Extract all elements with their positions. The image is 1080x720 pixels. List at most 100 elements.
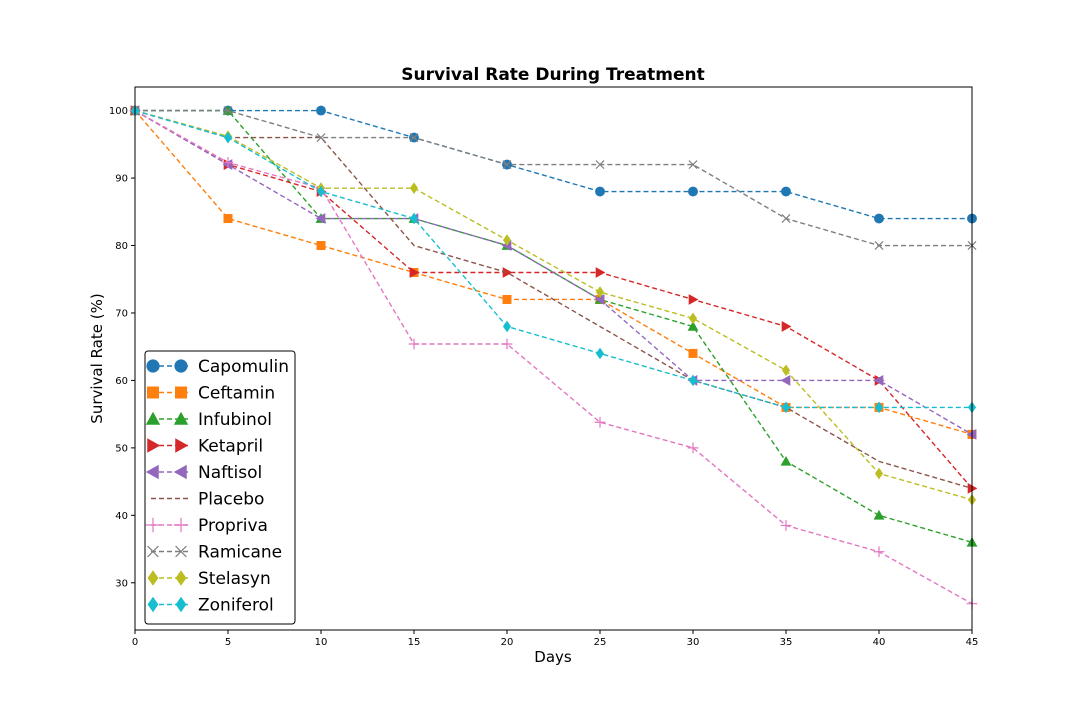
legend-marker-ramicane [175, 545, 187, 558]
legend-label-stelasyn: Stelasyn [198, 569, 271, 589]
x-axis-label: Days [534, 648, 572, 666]
chart-title: Survival Rate During Treatment [401, 65, 704, 85]
data-point-ceftamin [502, 294, 512, 304]
y-tick-label: 90 [115, 174, 128, 185]
data-point-propriva [222, 157, 234, 168]
legend-item-naftisol: Naftisol [145, 463, 262, 483]
data-point-ramicane [502, 160, 512, 170]
data-point-infubinol [873, 509, 885, 520]
series-line-infubinol [135, 109, 973, 543]
legend-marker-ketapril [147, 438, 161, 453]
data-point-capomulin [688, 186, 698, 197]
legend-marker-ketapril [175, 438, 189, 453]
y-axis-label: Survival Rate (%) [88, 293, 106, 423]
legend-item-stelasyn: Stelasyn [147, 569, 271, 589]
plot-frame [134, 86, 973, 631]
series-line-propriva [134, 109, 973, 605]
x-tick-label: 40 [873, 637, 886, 648]
legend-marker-stelasyn [147, 570, 159, 586]
data-point-zoniferol [316, 185, 326, 198]
data-point-naftisol [315, 213, 326, 224]
data-point-capomulin [595, 186, 605, 197]
legend-marker-naftisol [173, 464, 187, 480]
series-line-ramicane [135, 109, 972, 247]
data-point-zoniferol [781, 401, 791, 414]
legend-item-placebo: Placebo [151, 490, 264, 510]
legend-marker-zoniferol [147, 596, 159, 613]
x-tick-label: 30 [687, 637, 700, 648]
data-point-naftisol [873, 375, 884, 386]
data-point-ramicane [781, 214, 791, 224]
data-point-ceftamin [223, 214, 233, 224]
legend-marker-zoniferol [175, 596, 187, 613]
y-tick-label: 60 [115, 376, 128, 387]
legend-item-infubinol: Infubinol [145, 410, 272, 430]
x-tick-label: 35 [780, 637, 793, 648]
data-point-zoniferol [595, 347, 605, 360]
legend-marker-infubinol [145, 411, 161, 425]
data-point-stelasyn [409, 182, 419, 195]
data-point-zoniferol [409, 212, 419, 225]
y-tick-label: 70 [115, 308, 128, 319]
x-tick-label: 5 [225, 637, 231, 648]
data-point-ramicane [595, 160, 605, 170]
legend-item-ramicane: Ramicane [147, 543, 282, 563]
legend-item-ceftamin: Ceftamin [147, 384, 275, 404]
data-point-capomulin [316, 105, 326, 116]
series-line-placebo [134, 109, 973, 490]
data-point-ramicane [316, 133, 326, 143]
data-point-zoniferol [874, 401, 884, 414]
legend-marker-propriva [145, 517, 161, 533]
legend-label-ceftamin: Ceftamin [198, 384, 275, 404]
data-point-naftisol [594, 294, 605, 305]
data-point-naftisol [966, 428, 977, 440]
data-point-stelasyn [781, 364, 791, 377]
legend-marker-ceftamin [175, 386, 187, 399]
data-point-ramicane [223, 106, 233, 116]
data-point-naftisol [780, 375, 791, 386]
x-tick-label: 15 [408, 637, 421, 648]
legend-label-propriva: Propriva [198, 516, 268, 536]
data-point-zoniferol [223, 131, 233, 144]
data-point-stelasyn [502, 234, 512, 246]
legend-label-capomulin: Capomulin [198, 357, 289, 377]
y-tick-label: 40 [115, 511, 128, 522]
data-point-propriva [501, 338, 513, 350]
data-point-propriva [408, 338, 420, 350]
series-line-naftisol [134, 110, 973, 435]
legend-marker-infubinol [173, 411, 189, 425]
data-point-infubinol [780, 455, 792, 466]
legend-item-capomulin: Capomulin [146, 357, 289, 377]
x-tick-label: 10 [315, 637, 328, 648]
x-tick-label: 45 [966, 637, 979, 648]
y-tick-label: 30 [115, 578, 128, 589]
data-point-ketapril [781, 321, 792, 332]
legend-item-propriva: Propriva [145, 516, 268, 536]
series-line-capomulin [135, 109, 972, 220]
data-point-capomulin [874, 213, 884, 224]
legend-label-infubinol: Infubinol [198, 410, 272, 430]
series-placebo [134, 109, 973, 490]
data-point-ketapril [595, 267, 606, 278]
data-point-ramicane [409, 133, 419, 143]
y-tick-label: 100 [109, 106, 128, 117]
legend: Capomulin Ceftamin Infubinol Ketapril Naftis… [144, 350, 296, 625]
x-tick-label: 25 [594, 637, 607, 648]
data-point-infubinol [687, 321, 699, 331]
legend-marker-capomulin [146, 359, 160, 373]
legend-label-zoniferol: Zoniferol [198, 596, 274, 616]
series-ramicane [130, 106, 977, 250]
data-point-propriva [594, 416, 606, 428]
data-point-capomulin [781, 186, 791, 197]
legend-item-zoniferol: Zoniferol [147, 596, 274, 616]
legend-label-placebo: Placebo [198, 490, 264, 510]
data-point-stelasyn [874, 467, 884, 480]
data-point-zoniferol [502, 320, 512, 333]
data-point-stelasyn [595, 286, 605, 298]
x-tick-label: 0 [132, 637, 138, 648]
data-point-propriva [780, 520, 792, 531]
y-tick-label: 80 [115, 241, 128, 252]
legend-label-ramicane: Ramicane [198, 543, 282, 563]
legend-label-naftisol: Naftisol [198, 463, 262, 483]
